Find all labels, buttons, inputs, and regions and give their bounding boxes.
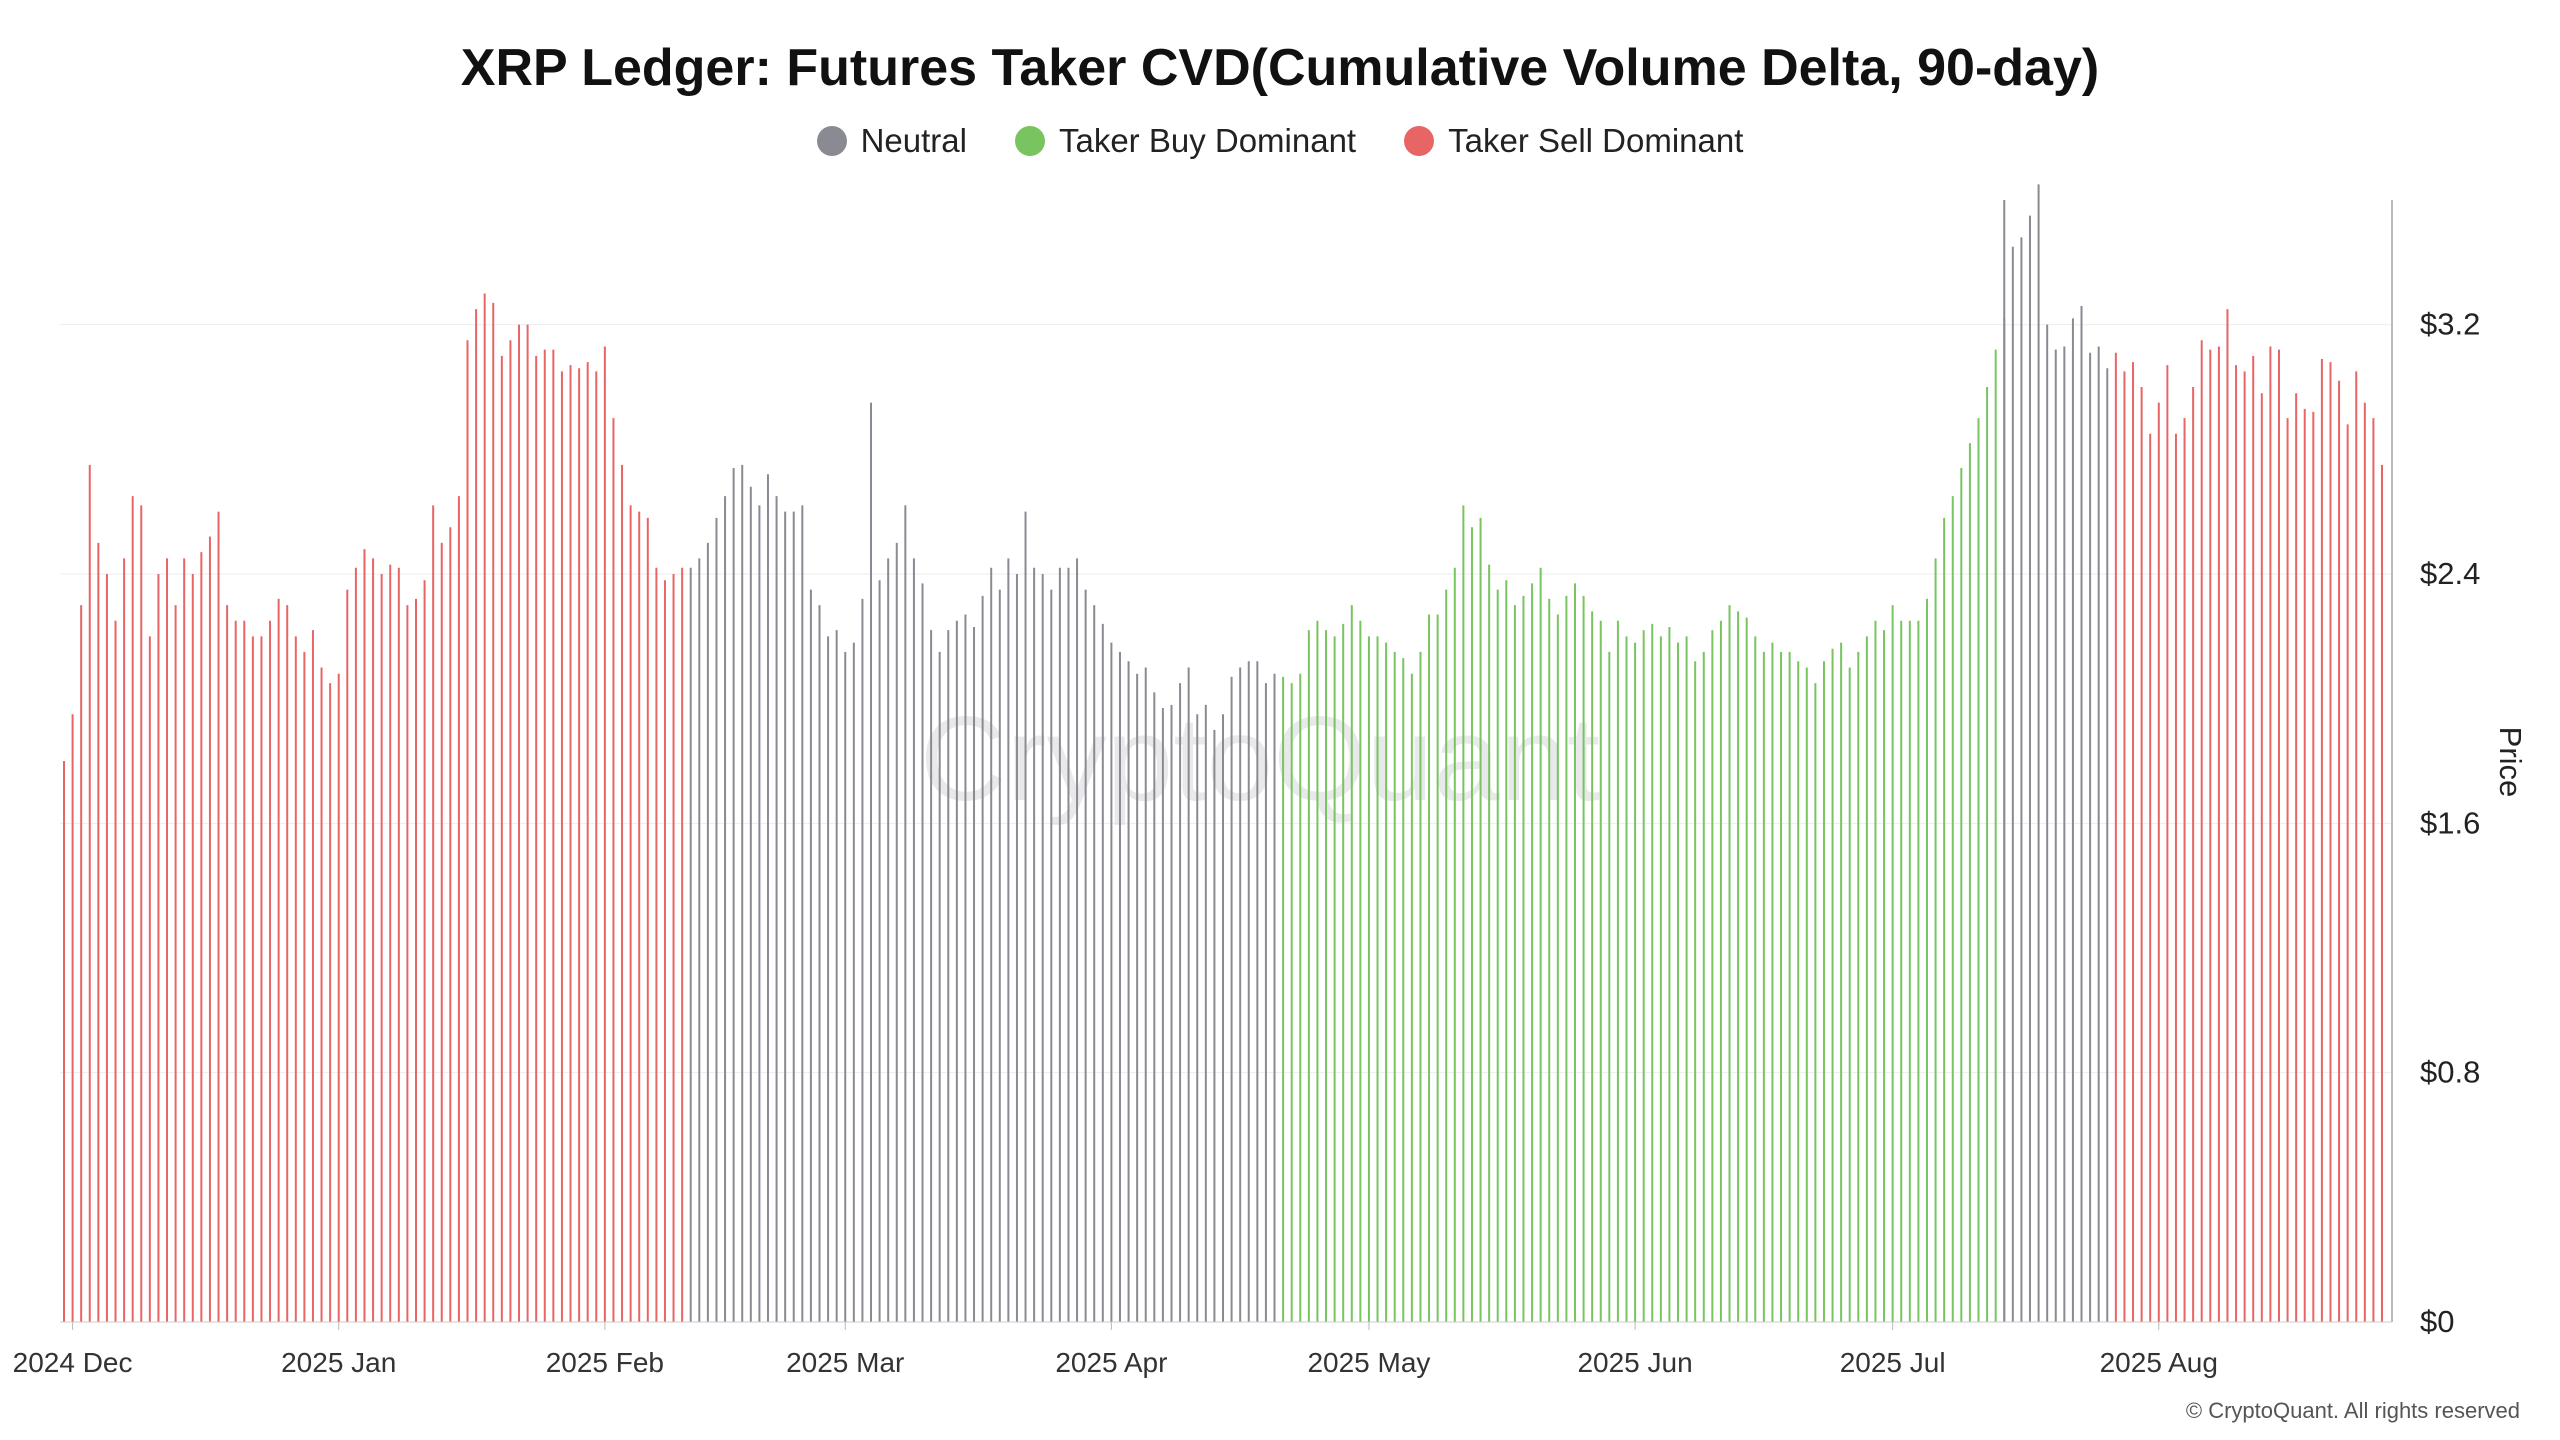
y-tick-label: $1.6 (2420, 805, 2480, 840)
y-tick-label: $2.4 (2420, 556, 2480, 591)
x-tick-label: 2025 Apr (1055, 1347, 1167, 1378)
legend-label-taker-buy: Taker Buy Dominant (1058, 122, 1357, 159)
legend-dot-neutral (816, 126, 847, 156)
x-tick-label: 2025 May (1307, 1347, 1430, 1378)
x-tick-label: 2025 Jan (281, 1347, 396, 1378)
legend-item-taker-buy[interactable]: Taker Buy Dominant (1014, 122, 1357, 160)
y-tick-label: $0 (2420, 1304, 2454, 1339)
y-axis-label: Price (2493, 727, 2528, 798)
bar-series (63, 184, 2383, 1322)
x-tick-label: 2025 Jul (1840, 1347, 1946, 1378)
legend-dot-taker-buy (1014, 126, 1045, 156)
y-tick-label: $3.2 (2420, 307, 2480, 342)
legend-item-neutral[interactable]: Neutral (816, 122, 967, 160)
copyright-text: © CryptoQuant. All rights reserved (2185, 1398, 2520, 1423)
x-tick-label: 2024 Dec (13, 1347, 133, 1378)
y-axis-ticks: $0 $0.8 $1.6 $2.4 $3.2 (2420, 307, 2480, 1339)
legend-dot-taker-sell (1404, 126, 1435, 156)
legend-label-neutral: Neutral (860, 122, 967, 159)
chart-legend: Neutral Taker Buy Dominant Taker Sell Do… (0, 122, 2560, 160)
chart-title: XRP Ledger: Futures Taker CVD(Cumulative… (460, 39, 2100, 97)
y-tick-label: $0.8 (2420, 1055, 2480, 1090)
x-tick-label: 2025 Jun (1577, 1347, 1692, 1378)
legend-label-taker-sell: Taker Sell Dominant (1448, 122, 1744, 159)
x-tick-label: 2025 Mar (786, 1347, 904, 1378)
x-tick-label: 2025 Aug (2100, 1347, 2218, 1378)
x-axis-ticks: 2024 Dec 2025 Jan 2025 Feb 2025 Mar 2025 Apr… (13, 1322, 2218, 1378)
legend-item-taker-sell[interactable]: Taker Sell Dominant (1404, 122, 1743, 160)
x-tick-label: 2025 Feb (546, 1347, 664, 1378)
